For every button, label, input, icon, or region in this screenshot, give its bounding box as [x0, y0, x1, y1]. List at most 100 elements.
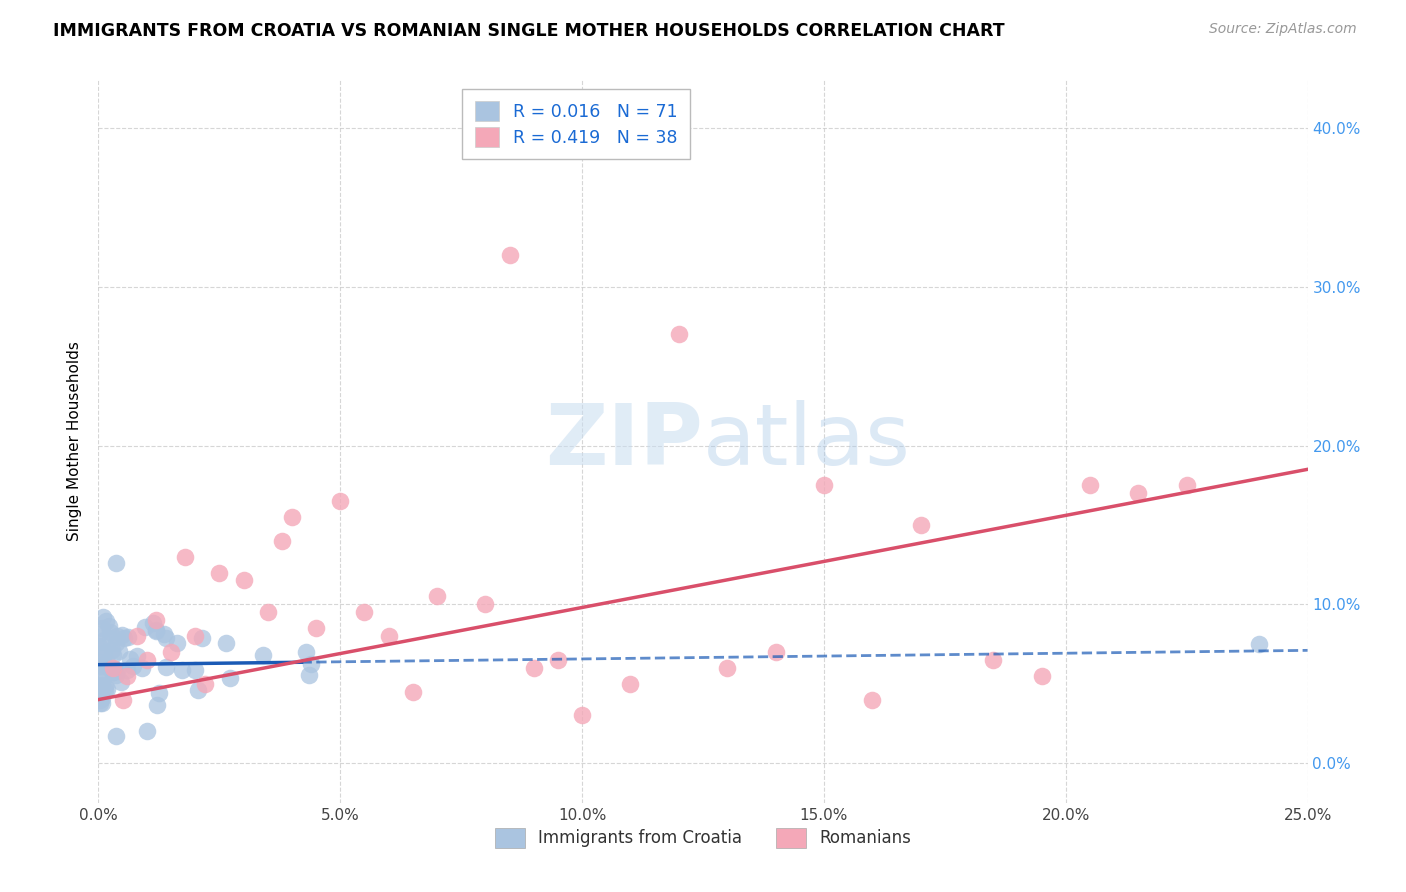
Point — [89, 693, 111, 707]
Point — [1128, 486, 1150, 500]
Point — [981, 653, 1004, 667]
Text: IMMIGRANTS FROM CROATIA VS ROMANIAN SINGLE MOTHER HOUSEHOLDS CORRELATION CHART: IMMIGRANTS FROM CROATIA VS ROMANIAN SING… — [53, 22, 1005, 40]
Point — [353, 605, 375, 619]
Point — [98, 625, 121, 640]
Point — [87, 639, 110, 653]
Point — [166, 636, 188, 650]
Point — [91, 633, 114, 648]
Point — [98, 632, 121, 646]
Point — [208, 566, 231, 580]
Text: Source: ZipAtlas.com: Source: ZipAtlas.com — [1209, 22, 1357, 37]
Point — [111, 692, 134, 706]
Point — [90, 659, 112, 673]
Point — [1078, 478, 1101, 492]
Point — [155, 632, 177, 646]
Point — [860, 692, 883, 706]
Point — [90, 644, 112, 658]
Point — [145, 623, 167, 637]
Point — [194, 676, 217, 690]
Point — [1249, 637, 1271, 651]
Point — [101, 665, 124, 679]
Point — [87, 627, 110, 641]
Point — [547, 653, 569, 667]
Point — [377, 629, 399, 643]
Point — [298, 668, 321, 682]
Point — [474, 597, 496, 611]
Point — [219, 671, 242, 685]
Point — [91, 671, 114, 685]
Point — [191, 632, 214, 646]
Point — [89, 679, 111, 693]
Point — [281, 510, 304, 524]
Point — [716, 661, 738, 675]
Point — [271, 533, 294, 548]
Point — [232, 574, 254, 588]
Point — [305, 621, 328, 635]
Point — [571, 708, 593, 723]
Point — [91, 655, 114, 669]
Point — [117, 664, 139, 678]
Point — [134, 620, 156, 634]
Point — [101, 648, 124, 662]
Point — [184, 629, 207, 643]
Point — [98, 619, 121, 633]
Point — [96, 655, 118, 669]
Point — [94, 668, 117, 682]
Point — [96, 681, 118, 696]
Point — [152, 627, 174, 641]
Point — [668, 327, 690, 342]
Point — [120, 652, 142, 666]
Point — [186, 682, 208, 697]
Point — [256, 605, 278, 619]
Point — [105, 629, 128, 643]
Point — [329, 494, 352, 508]
Point — [91, 696, 114, 710]
Point — [252, 648, 274, 662]
Y-axis label: Single Mother Households: Single Mother Households — [67, 342, 83, 541]
Point — [299, 657, 322, 672]
Point — [145, 624, 167, 639]
Point — [91, 622, 114, 636]
Text: atlas: atlas — [703, 400, 911, 483]
Point — [103, 662, 125, 676]
Point — [1031, 669, 1053, 683]
Legend: Immigrants from Croatia, Romanians: Immigrants from Croatia, Romanians — [486, 820, 920, 856]
Point — [127, 648, 149, 663]
Point — [105, 665, 128, 679]
Point — [89, 685, 111, 699]
Point — [101, 661, 124, 675]
Point — [90, 678, 112, 692]
Point — [127, 629, 149, 643]
Point — [765, 645, 787, 659]
Point — [426, 590, 449, 604]
Point — [100, 665, 122, 679]
Point — [91, 610, 114, 624]
Point — [89, 696, 111, 710]
Point — [94, 679, 117, 693]
Point — [148, 685, 170, 699]
Point — [813, 478, 835, 492]
Point — [523, 661, 546, 675]
Point — [111, 627, 134, 641]
Point — [135, 653, 157, 667]
Point — [155, 660, 177, 674]
Point — [93, 646, 115, 660]
Point — [295, 644, 318, 658]
Point — [112, 631, 135, 645]
Point — [145, 613, 167, 627]
Point — [94, 614, 117, 628]
Point — [145, 698, 167, 713]
Point — [402, 684, 425, 698]
Point — [184, 663, 207, 677]
Point — [172, 663, 194, 677]
Point — [101, 643, 124, 657]
Point — [619, 676, 641, 690]
Text: ZIP: ZIP — [546, 400, 703, 483]
Point — [117, 669, 139, 683]
Point — [117, 630, 139, 644]
Point — [90, 691, 112, 706]
Point — [105, 636, 128, 650]
Point — [110, 675, 132, 690]
Point — [94, 657, 117, 672]
Point — [1175, 478, 1198, 492]
